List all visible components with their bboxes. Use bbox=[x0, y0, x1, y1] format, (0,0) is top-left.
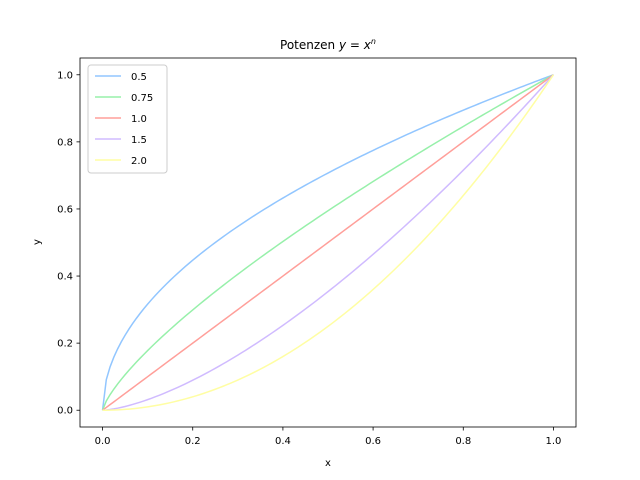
legend: 0.5 0.75 1.0 1.5 2.0 bbox=[87, 64, 168, 174]
y-tick-label: 0.2 bbox=[57, 339, 73, 350]
y-axis-label: y bbox=[32, 239, 43, 245]
x-tick-label: 0.8 bbox=[455, 436, 471, 447]
x-axis-ticks: 0.0 0.2 0.4 0.6 0.8 1.0 bbox=[95, 427, 562, 447]
y-tick-label: 0.0 bbox=[57, 406, 73, 417]
legend-label: 0.75 bbox=[131, 93, 153, 104]
legend-box bbox=[87, 64, 168, 174]
series-line-0 bbox=[101, 74, 554, 411]
legend-label: 2.0 bbox=[131, 156, 147, 167]
y-axis-ticks: 0.0 0.2 0.4 0.6 0.8 1.0 bbox=[57, 70, 80, 417]
legend-label: 1.0 bbox=[131, 114, 147, 125]
x-tick-label: 0.0 bbox=[95, 436, 111, 447]
y-tick-label: 0.6 bbox=[57, 204, 73, 215]
x-tick-label: 0.6 bbox=[365, 436, 381, 447]
x-tick-label: 1.0 bbox=[546, 436, 562, 447]
chart-title: Potenzen y = xn bbox=[280, 37, 376, 52]
x-tick-label: 0.2 bbox=[185, 436, 201, 447]
series-line-1 bbox=[101, 74, 554, 411]
plot-lines bbox=[101, 74, 555, 411]
legend-label: 1.5 bbox=[131, 135, 147, 146]
series-line-4 bbox=[102, 74, 555, 411]
y-tick-label: 0.4 bbox=[57, 272, 73, 283]
x-axis-label: x bbox=[325, 458, 331, 469]
series-line-3 bbox=[102, 74, 555, 411]
legend-entries: 0.5 0.75 1.0 1.5 2.0 bbox=[95, 72, 153, 167]
legend-label: 0.5 bbox=[131, 72, 147, 83]
y-tick-label: 0.8 bbox=[57, 137, 73, 148]
x-tick-label: 0.4 bbox=[275, 436, 291, 447]
axes-frame bbox=[79, 57, 577, 428]
series-line-2 bbox=[102, 74, 554, 411]
y-tick-label: 1.0 bbox=[57, 70, 73, 81]
